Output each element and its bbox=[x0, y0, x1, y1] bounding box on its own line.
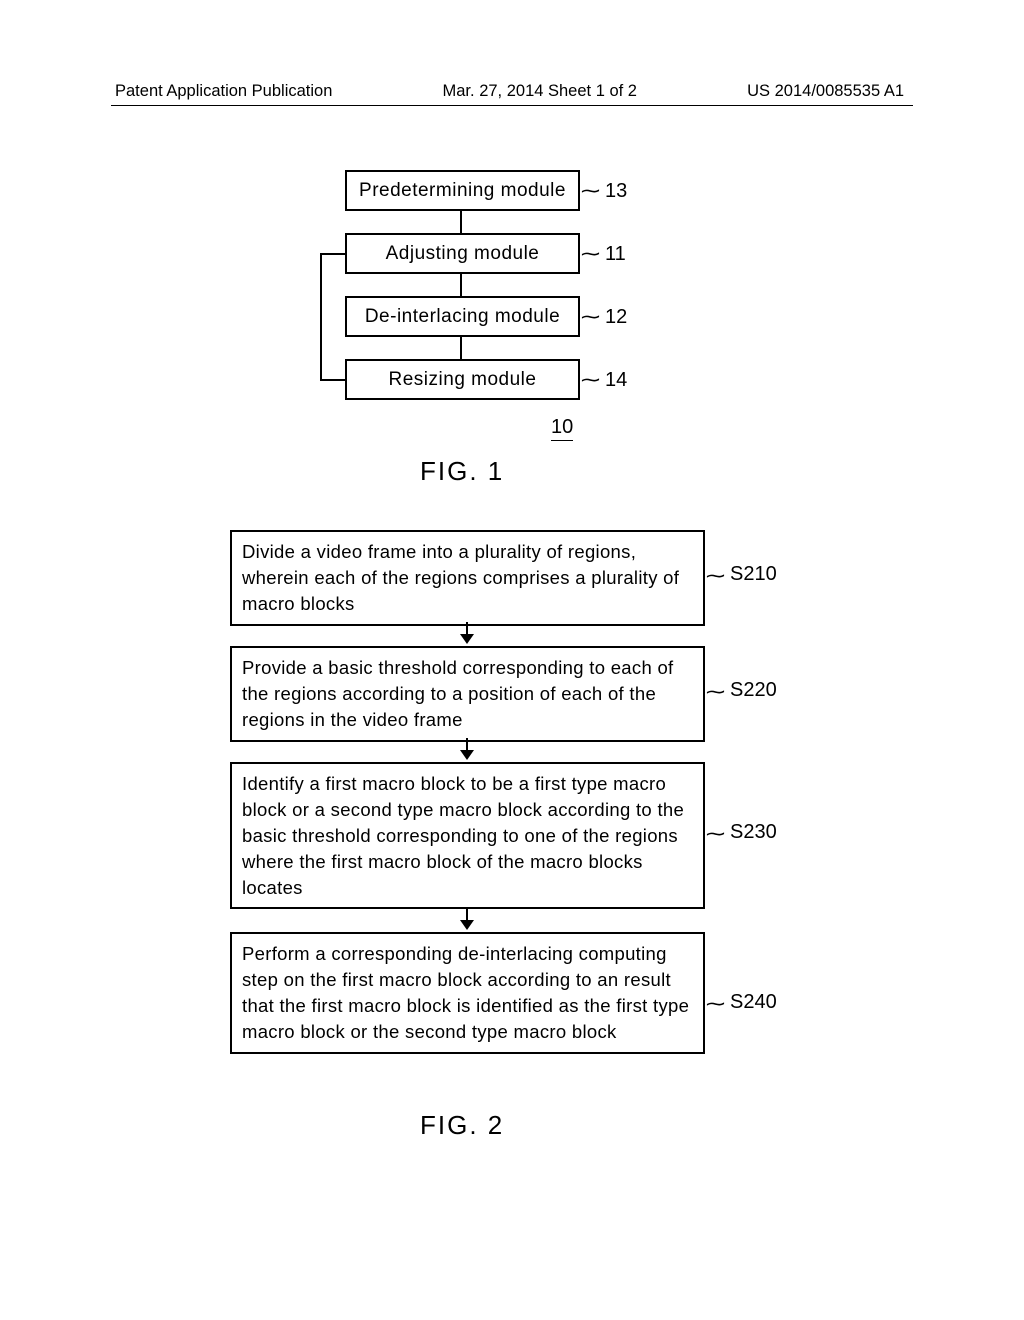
ref-number: 12 bbox=[605, 306, 627, 329]
fig2-caption: FIG. 2 bbox=[420, 1110, 504, 1141]
flow-step-box: Provide a basic threshold corresponding … bbox=[230, 646, 705, 742]
flow-step-box: Divide a video frame into a plurality of… bbox=[230, 530, 705, 626]
connector-line bbox=[320, 379, 345, 381]
module-label-text: Predetermining module bbox=[359, 180, 566, 202]
leader-curl: ⁓ bbox=[706, 823, 725, 846]
arrow-down-icon bbox=[460, 908, 474, 930]
module-label-text: Resizing module bbox=[389, 369, 537, 391]
fig1-caption: FIG. 1 bbox=[420, 456, 504, 487]
leader-curl: ⁓ bbox=[581, 369, 600, 392]
connector-line bbox=[460, 337, 462, 359]
system-ref-number: 10 bbox=[551, 416, 573, 441]
module-predetermining: Predetermining module bbox=[345, 170, 580, 211]
leader-curl: ⁓ bbox=[706, 993, 725, 1016]
step-ref-number: S210 bbox=[730, 563, 777, 586]
arrow-down-icon bbox=[460, 622, 474, 644]
header-pub-number: US 2014/0085535 A1 bbox=[747, 82, 904, 101]
module-label-text: Adjusting module bbox=[386, 243, 540, 265]
leader-curl: ⁓ bbox=[581, 306, 600, 329]
flow-step-text: Provide a basic threshold corresponding … bbox=[242, 657, 674, 730]
header-divider bbox=[111, 105, 913, 106]
flow-step-text: Identify a first macro block to be a fir… bbox=[242, 773, 684, 898]
leader-curl: ⁓ bbox=[581, 180, 600, 203]
ref-number: 11 bbox=[605, 243, 626, 266]
arrow-down-icon bbox=[460, 738, 474, 760]
leader-curl: ⁓ bbox=[706, 565, 725, 588]
connector-line bbox=[320, 253, 345, 255]
leader-curl: ⁓ bbox=[706, 681, 725, 704]
step-ref-number: S220 bbox=[730, 679, 777, 702]
connector-line bbox=[320, 253, 322, 379]
leader-curl: ⁓ bbox=[581, 243, 600, 266]
step-ref-number: S240 bbox=[730, 991, 777, 1014]
flow-step-text: Perform a corresponding de-interlacing c… bbox=[242, 943, 689, 1042]
ref-number: 14 bbox=[605, 369, 627, 392]
connector-line bbox=[460, 274, 462, 296]
module-label-text: De-interlacing module bbox=[365, 306, 560, 328]
module-deinterlacing: De-interlacing module bbox=[345, 296, 580, 337]
module-resizing: Resizing module bbox=[345, 359, 580, 400]
page-header: Patent Application Publication Mar. 27, … bbox=[0, 0, 1024, 105]
header-date-sheet: Mar. 27, 2014 Sheet 1 of 2 bbox=[443, 82, 637, 101]
module-adjusting: Adjusting module bbox=[345, 233, 580, 274]
step-ref-number: S230 bbox=[730, 821, 777, 844]
ref-number: 13 bbox=[605, 180, 627, 203]
connector-line bbox=[460, 211, 462, 233]
flow-step-box: Identify a first macro block to be a fir… bbox=[230, 762, 705, 909]
flow-step-text: Divide a video frame into a plurality of… bbox=[242, 541, 679, 614]
header-publication: Patent Application Publication bbox=[115, 82, 332, 101]
flow-step-box: Perform a corresponding de-interlacing c… bbox=[230, 932, 705, 1054]
